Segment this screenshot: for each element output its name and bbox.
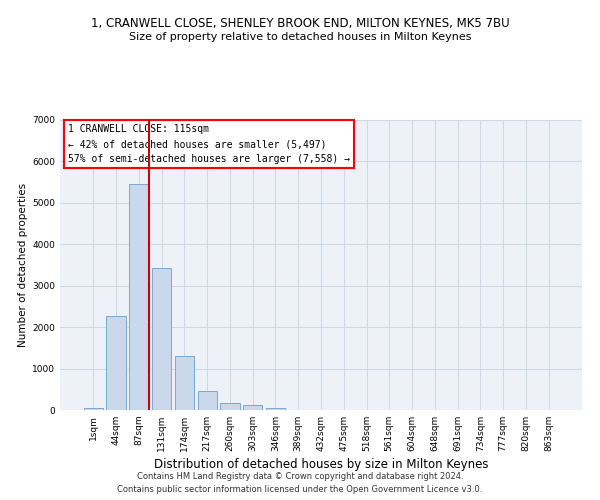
Text: Contains HM Land Registry data © Crown copyright and database right 2024.: Contains HM Land Registry data © Crown c… — [137, 472, 463, 481]
Bar — [152, 268, 172, 410]
Bar — [243, 405, 262, 410]
Text: 1 CRANWELL CLOSE: 115sqm
← 42% of detached houses are smaller (5,497)
57% of sem: 1 CRANWELL CLOSE: 115sqm ← 42% of detach… — [68, 124, 350, 164]
Text: 1, CRANWELL CLOSE, SHENLEY BROOK END, MILTON KEYNES, MK5 7BU: 1, CRANWELL CLOSE, SHENLEY BROOK END, MI… — [91, 18, 509, 30]
Bar — [197, 392, 217, 410]
Text: Contains public sector information licensed under the Open Government Licence v3: Contains public sector information licen… — [118, 485, 482, 494]
Bar — [84, 408, 103, 410]
Bar — [175, 356, 194, 410]
Bar — [266, 408, 285, 410]
Bar — [106, 316, 126, 410]
Bar — [129, 184, 149, 410]
Bar — [220, 402, 239, 410]
Text: Size of property relative to detached houses in Milton Keynes: Size of property relative to detached ho… — [129, 32, 471, 42]
X-axis label: Distribution of detached houses by size in Milton Keynes: Distribution of detached houses by size … — [154, 458, 488, 471]
Y-axis label: Number of detached properties: Number of detached properties — [18, 183, 28, 347]
